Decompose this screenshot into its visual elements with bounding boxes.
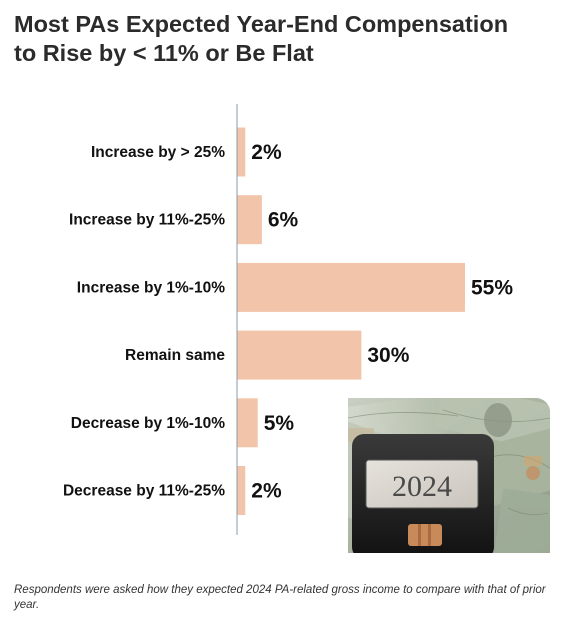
footnote: Respondents were asked how they expected… (14, 584, 546, 611)
bar-3 (237, 330, 362, 380)
money-calculator-photo: 2024 (348, 398, 550, 553)
chart-title-line-1: Most PAs Expected Year-End Compensation (14, 11, 509, 37)
money-photo-illustration: 2024 (348, 398, 550, 553)
value-label-5: 2% (251, 480, 282, 503)
photo-display-year: 2024 (392, 470, 452, 503)
bar-2 (237, 262, 465, 312)
bar-chart: Increase by > 25% 2% Increase by 11%-25% 6%… (63, 104, 513, 535)
bar-4 (237, 398, 258, 448)
value-label-4: 5% (264, 412, 295, 435)
chart-title: Most PAs Expected Year-End Compensation … (14, 10, 570, 68)
category-label-0: Increase by > 25% (91, 144, 225, 161)
value-label-1: 6% (268, 209, 299, 232)
value-label-0: 2% (251, 141, 282, 164)
bar-1 (237, 195, 262, 245)
category-label-2: Increase by 1%-10% (77, 279, 225, 296)
value-label-2: 55% (471, 276, 513, 299)
category-label-3: Remain same (125, 347, 225, 364)
category-label-5: Decrease by 11%-25% (63, 483, 225, 500)
bars-group: Increase by > 25% 2% Increase by 11%-25% 6%… (63, 127, 513, 515)
value-label-3: 30% (367, 344, 409, 367)
chart-title-line-2: to Rise by < 11% or Be Flat (14, 40, 314, 66)
bar-0 (237, 127, 246, 177)
category-label-1: Increase by 11%-25% (69, 212, 225, 229)
category-label-4: Decrease by 1%-10% (71, 415, 225, 432)
bar-5 (237, 466, 246, 515)
